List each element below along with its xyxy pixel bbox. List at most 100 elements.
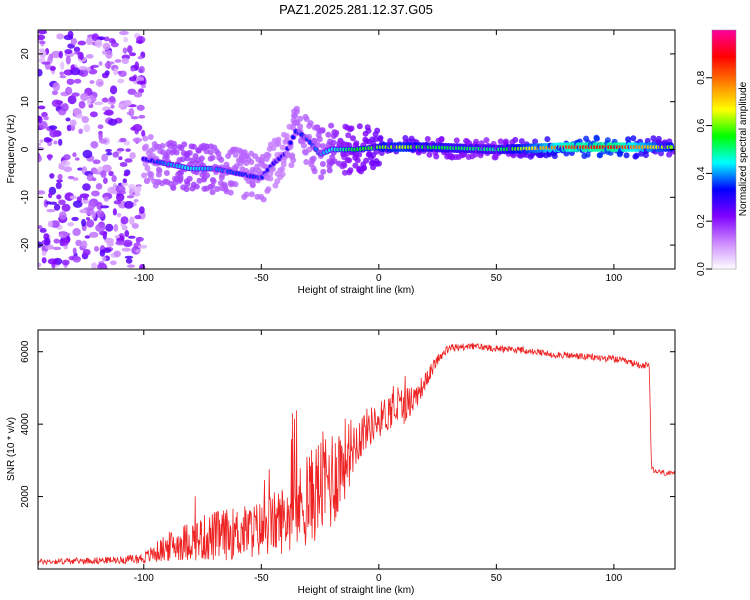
noise-blob: [49, 173, 55, 179]
ridge-halo: [510, 152, 517, 159]
ridge-halo: [341, 169, 348, 176]
ridge-halo: [345, 132, 352, 139]
noise-blob: [70, 64, 75, 72]
noise-blob: [38, 34, 46, 40]
noise-blob: [128, 187, 133, 196]
noise-blob: [121, 247, 132, 252]
noise-blob: [133, 91, 143, 98]
ridge-halo: [318, 174, 325, 181]
noise-blob: [67, 95, 77, 105]
noise-blob: [113, 67, 118, 76]
x-tick-label: 50: [491, 273, 503, 284]
noise-blob: [109, 85, 118, 95]
colorbar-tick-label: 0.6: [696, 118, 707, 132]
noise-blob: [141, 84, 147, 89]
snr-panel: -100 -50 0 50 100 2000 4000 6000 Height of str…: [6, 329, 676, 596]
noise-blob: [119, 162, 128, 167]
noise-blob: [49, 129, 58, 138]
noise-blob: [89, 111, 98, 118]
noise-blob: [77, 51, 83, 60]
y-tick-label: -20: [20, 237, 31, 252]
noise-blob: [78, 100, 86, 109]
noise-blob: [80, 240, 88, 249]
ridge-halo: [269, 166, 276, 173]
ridge-halo: [179, 156, 186, 163]
noise-blob: [60, 61, 65, 70]
ridge-halo: [303, 159, 310, 166]
ridge-halo: [201, 174, 208, 181]
noise-blob: [53, 238, 60, 244]
ridge-halo: [171, 175, 178, 182]
ridge-halo: [218, 174, 225, 181]
noise-blob: [66, 124, 72, 132]
colorbar-ticks: 0.0 0.2 0.4 0.6 0.8: [696, 70, 712, 276]
noise-blob: [127, 45, 133, 54]
ridge-halo: [144, 178, 151, 185]
noise-blob: [95, 223, 106, 233]
noise-blob: [38, 142, 42, 147]
x-tick-label: -100: [134, 573, 154, 584]
noise-blob: [135, 237, 141, 244]
ridge-halo: [361, 164, 368, 171]
noise-blob: [86, 67, 92, 72]
noise-blob: [65, 117, 71, 122]
noise-blob: [48, 201, 57, 205]
noise-blob: [85, 54, 94, 59]
noise-blob: [100, 205, 110, 209]
ridge-halo: [232, 151, 239, 158]
ridge-halo: [265, 186, 272, 193]
x-tick-label: 100: [606, 273, 623, 284]
ridge-halo: [265, 152, 272, 159]
ridge-halo: [186, 149, 193, 156]
noise-blob: [138, 65, 145, 74]
noise-blob: [81, 218, 87, 227]
colorbar-tick-label: 0.8: [696, 70, 707, 84]
noise-blob: [81, 116, 89, 124]
ridge-halo: [203, 185, 210, 192]
noise-blob: [138, 114, 146, 119]
noise-blob: [117, 78, 125, 84]
noise-blob: [118, 156, 123, 161]
ridge-halo: [159, 142, 166, 149]
noise-blob: [135, 249, 141, 253]
noise-blob: [101, 97, 109, 103]
ridge-halo: [650, 135, 657, 142]
y-tick-label: 2000: [20, 485, 31, 508]
noise-blob: [52, 82, 61, 91]
noise-blob: [38, 190, 46, 195]
noise-blob: [91, 262, 98, 269]
spectrogram-x-ticks: -100 -50 0 50 100: [134, 30, 623, 284]
ridge-halo: [453, 137, 460, 144]
noise-blob: [78, 128, 84, 135]
noise-blob: [112, 208, 117, 216]
noise-blob: [69, 195, 77, 200]
noise-blob: [86, 219, 95, 228]
ridge-halo: [633, 152, 640, 159]
ridge-halo: [283, 132, 290, 139]
noise-blob: [132, 137, 143, 143]
noise-blob: [95, 210, 105, 218]
ridge-halo: [142, 135, 149, 142]
noise-blob: [133, 199, 139, 203]
noise-blob: [71, 92, 80, 97]
noise-blob: [58, 211, 67, 220]
noise-blob: [138, 244, 148, 249]
noise-blob: [129, 152, 136, 159]
ridge-halo: [330, 139, 337, 146]
noise-blob: [129, 216, 135, 225]
ridge-core: [288, 140, 293, 145]
colorbar-scale: [712, 30, 736, 269]
x-tick-label: 0: [376, 573, 382, 584]
noise-blob: [67, 30, 74, 39]
ridge-halo: [328, 122, 335, 129]
noise-blob: [65, 86, 73, 96]
ridge-halo: [209, 189, 216, 196]
noise-blob: [93, 246, 100, 252]
noise-blob: [135, 76, 145, 83]
noise-blob: [92, 159, 101, 165]
ridge-halo: [341, 162, 348, 169]
noise-blob: [122, 239, 133, 248]
noise-blob: [53, 140, 58, 145]
noise-blob: [123, 173, 129, 177]
